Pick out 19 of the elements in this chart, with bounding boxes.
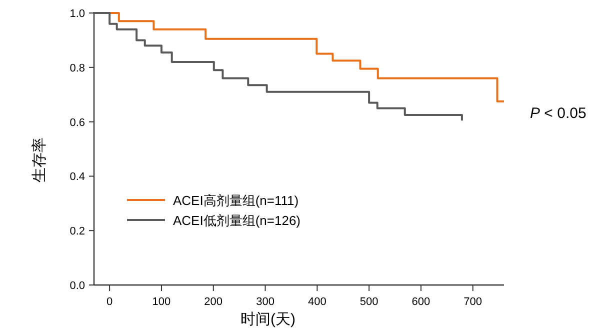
- x-tick-label: 400: [308, 296, 326, 308]
- x-tick-label: 600: [412, 296, 430, 308]
- x-tick-label: 200: [204, 296, 223, 308]
- x-axis-title: 时间(天): [240, 311, 296, 328]
- legend-label: ACEI低剂量组(n=126): [173, 213, 301, 228]
- x-tick-label: 300: [256, 296, 274, 308]
- y-tick-label: 0.2: [70, 226, 85, 238]
- y-tick-label: 0.0: [70, 280, 85, 292]
- text: P < 0.05: [530, 105, 586, 122]
- x-tick-label: 100: [152, 296, 171, 308]
- y-tick-label: 1.0: [70, 8, 85, 20]
- legend-label: ACEI高剂量组(n=111): [173, 193, 299, 208]
- x-tick-label: 500: [360, 296, 378, 308]
- y-tick-label: 0.8: [70, 62, 85, 74]
- y-axis-title: 生存率: [31, 138, 48, 182]
- y-tick-label: 0.4: [70, 171, 85, 184]
- x-tick-label: 700: [464, 296, 482, 308]
- y-tick-label: 0.6: [70, 116, 85, 129]
- x-tick-label: 0: [106, 296, 113, 308]
